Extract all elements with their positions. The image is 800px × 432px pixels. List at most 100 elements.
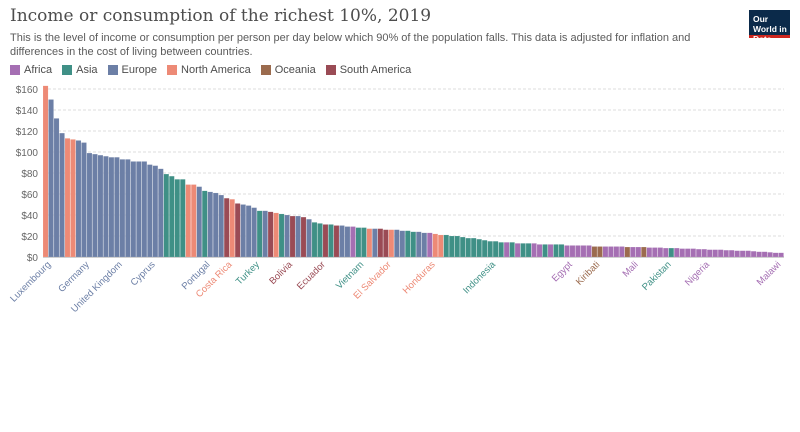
bar[interactable] [492, 241, 499, 258]
bar[interactable] [300, 216, 307, 258]
bar[interactable] [185, 184, 191, 258]
bar[interactable] [251, 207, 257, 258]
bar[interactable] [476, 238, 482, 258]
bar[interactable] [460, 236, 466, 258]
bar[interactable] [739, 250, 746, 258]
bar[interactable] [717, 249, 724, 258]
bar[interactable] [361, 227, 367, 258]
bar[interactable] [306, 219, 312, 258]
bar[interactable] [630, 246, 636, 258]
bar[interactable] [641, 246, 647, 258]
bar[interactable] [311, 222, 318, 258]
bar[interactable] [256, 210, 263, 258]
bar[interactable] [202, 190, 208, 258]
bar[interactable] [668, 247, 674, 258]
bar[interactable] [372, 228, 378, 258]
bar[interactable] [449, 235, 455, 258]
bar[interactable] [223, 198, 230, 258]
bar[interactable] [328, 224, 334, 258]
bar[interactable] [48, 99, 54, 258]
bar[interactable] [81, 142, 87, 258]
bar[interactable] [635, 246, 642, 258]
bar[interactable] [103, 156, 109, 258]
bar[interactable] [674, 247, 680, 258]
bar[interactable] [405, 230, 411, 258]
bar[interactable] [498, 242, 504, 258]
bar[interactable] [108, 157, 115, 258]
bar[interactable] [728, 250, 735, 258]
bar[interactable] [114, 157, 120, 258]
legend-item-oceania[interactable]: Oceania [260, 64, 316, 76]
bar[interactable] [234, 203, 241, 258]
bar[interactable] [366, 228, 373, 258]
bar[interactable] [273, 212, 279, 258]
bar[interactable] [42, 85, 49, 258]
bar[interactable] [416, 231, 422, 258]
bar[interactable] [394, 229, 400, 258]
bar[interactable] [64, 138, 71, 258]
bar[interactable] [344, 226, 351, 258]
bar[interactable] [712, 249, 718, 258]
bar[interactable] [59, 132, 65, 258]
bar[interactable] [454, 235, 460, 258]
bar[interactable] [542, 244, 548, 258]
bar[interactable] [86, 152, 93, 258]
bar[interactable] [438, 234, 444, 258]
bar[interactable] [377, 228, 384, 258]
bar[interactable] [284, 214, 290, 258]
bar[interactable] [696, 248, 702, 258]
bar[interactable] [536, 244, 543, 258]
bar[interactable] [761, 251, 768, 258]
bar[interactable] [778, 252, 784, 258]
legend-item-asia[interactable]: Asia [62, 64, 98, 76]
bar[interactable] [619, 246, 625, 258]
bar[interactable] [196, 186, 202, 258]
bar[interactable] [520, 243, 526, 258]
bar[interactable] [350, 226, 356, 258]
bar[interactable] [750, 251, 757, 258]
bar[interactable] [169, 175, 175, 258]
bar[interactable] [245, 205, 252, 258]
bar[interactable] [707, 249, 713, 258]
bar[interactable] [586, 245, 592, 258]
bar[interactable] [267, 211, 274, 258]
bar[interactable] [152, 165, 159, 258]
bar[interactable] [734, 250, 740, 258]
bar[interactable] [136, 161, 142, 258]
bar[interactable] [597, 246, 603, 258]
bar[interactable] [547, 244, 554, 258]
bar[interactable] [289, 215, 296, 258]
bar[interactable] [399, 230, 406, 258]
bar[interactable] [383, 229, 389, 258]
bar[interactable] [613, 246, 620, 258]
bar[interactable] [213, 192, 219, 258]
bar[interactable] [558, 244, 565, 258]
bar[interactable] [443, 234, 449, 258]
bar[interactable] [772, 252, 779, 258]
bar[interactable] [564, 245, 570, 258]
bar[interactable] [388, 229, 395, 258]
bar[interactable] [53, 118, 60, 258]
bar[interactable] [432, 233, 438, 258]
bar[interactable] [339, 225, 345, 258]
bar[interactable] [481, 240, 488, 258]
legend-item-north-america[interactable]: North America [167, 64, 251, 76]
bar[interactable] [322, 224, 329, 258]
bar[interactable] [608, 246, 614, 258]
bar[interactable] [218, 194, 224, 258]
bar[interactable] [180, 179, 186, 258]
bar[interactable] [130, 161, 137, 258]
bar[interactable] [465, 237, 471, 258]
bar[interactable] [410, 231, 417, 258]
bar[interactable] [191, 184, 197, 258]
legend-item-africa[interactable]: Africa [10, 64, 52, 76]
bar[interactable] [514, 243, 521, 258]
bar[interactable] [701, 248, 707, 258]
bar[interactable] [141, 161, 148, 258]
bar[interactable] [525, 243, 532, 258]
bar[interactable] [207, 191, 213, 258]
bar[interactable] [487, 241, 493, 258]
bar[interactable] [569, 245, 576, 258]
bar[interactable] [470, 237, 477, 258]
bar[interactable] [119, 159, 126, 258]
